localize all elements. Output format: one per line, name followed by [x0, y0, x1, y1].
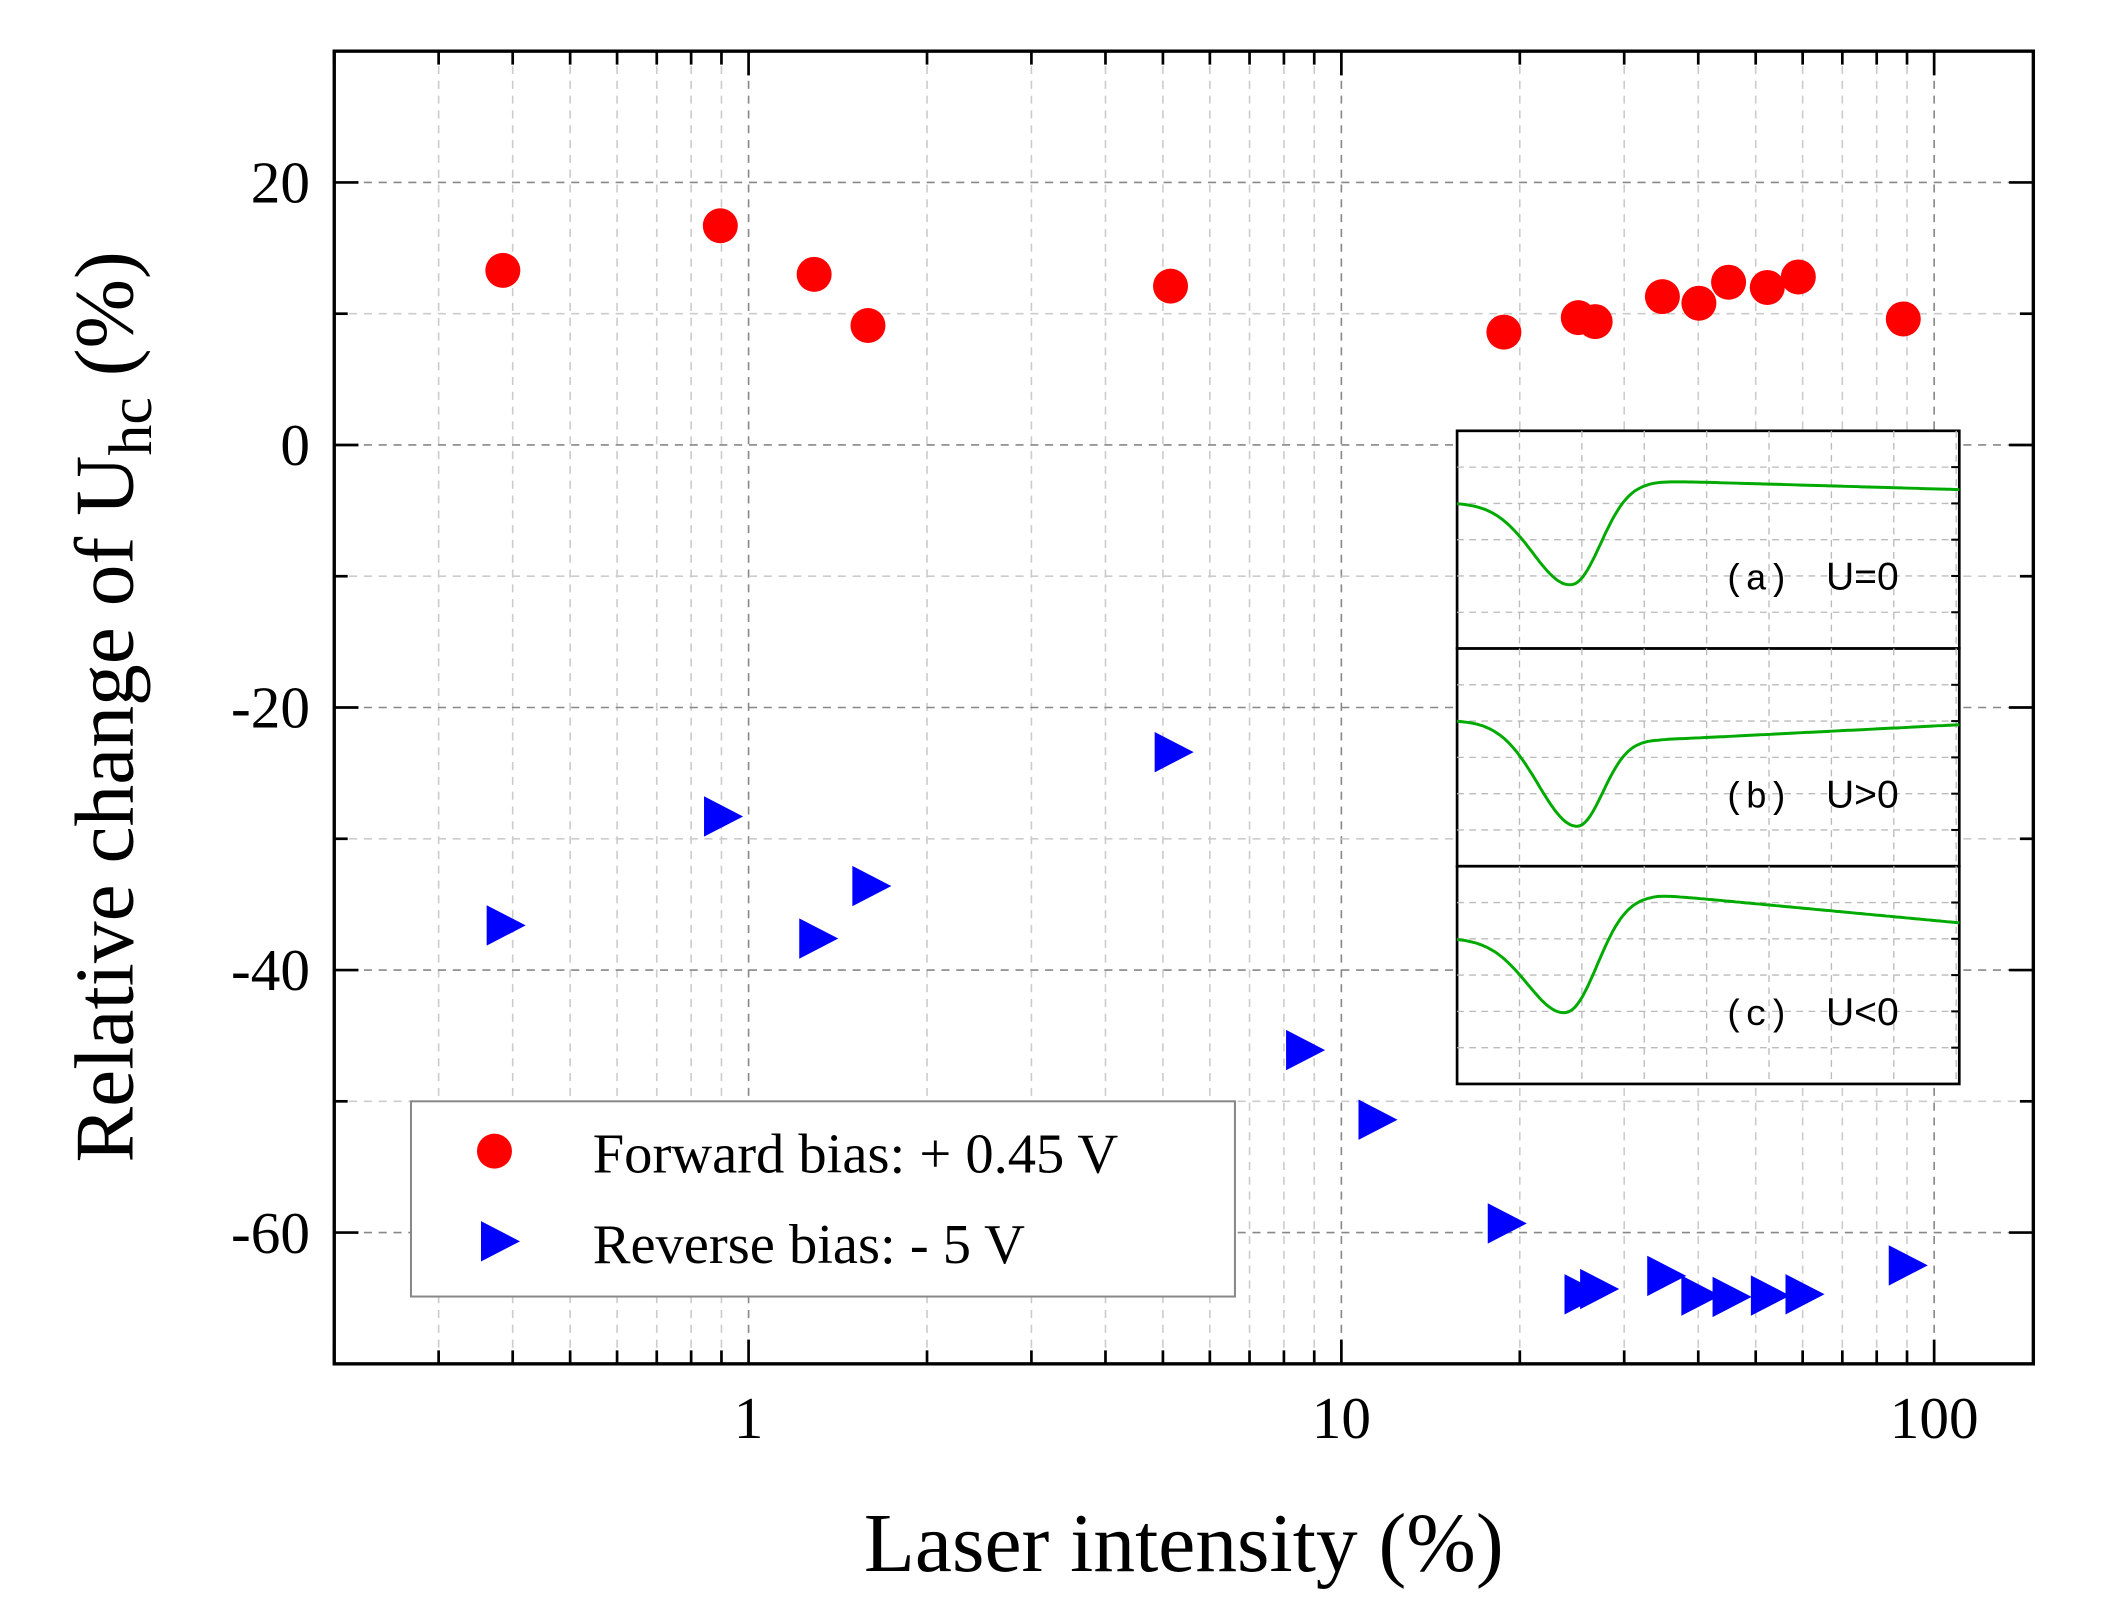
data-point-reverse	[1712, 1276, 1752, 1318]
y-tick-label: -60	[231, 1200, 310, 1266]
x-tick-label: 10	[1312, 1385, 1371, 1451]
data-point-forward	[1711, 264, 1747, 300]
inset-panel-tag: (c)	[1724, 995, 1789, 1036]
y-tick-label: 20	[251, 150, 310, 216]
inset-curve	[1456, 894, 1960, 1015]
data-point-forward	[1153, 268, 1189, 304]
inset-panel-label: U>0	[1826, 773, 1899, 816]
legend-box	[409, 1100, 1236, 1298]
x-axis-label: Laser intensity (%)	[864, 1498, 1504, 1590]
x-tick-label: 1	[734, 1385, 764, 1451]
legend-label-reverse: Reverse bias: - 5 V	[593, 1214, 1025, 1276]
data-point-reverse	[1286, 1029, 1326, 1071]
legend-marker-reverse	[480, 1221, 521, 1262]
data-point-reverse	[486, 905, 526, 946]
tick-labels: 1 10 100 20 0 -20 -40 -60	[231, 150, 1979, 1451]
data-marks	[485, 208, 1928, 1318]
axis-ticks	[332, 51, 2034, 1364]
inset-panel-a: (a) U=0	[1455, 429, 1961, 650]
inset-curve	[1456, 480, 1960, 587]
data-point-forward	[796, 256, 832, 292]
data-point-forward	[1681, 285, 1717, 321]
data-point-reverse	[1154, 731, 1194, 773]
x-tick-label: 100	[1890, 1385, 1979, 1451]
inset-panels: (a) U=0 (b) U>0 (c) U<0	[1455, 429, 1961, 1086]
inset-panel-label: U=0	[1826, 556, 1899, 599]
data-point-forward	[702, 208, 738, 244]
y-tick-label: -20	[231, 675, 310, 741]
data-point-forward	[485, 252, 521, 288]
inset-panel-c: (c) U<0	[1455, 864, 1961, 1086]
inset-curve	[1456, 719, 1960, 828]
legend: Forward bias: + 0.45 V Reverse bias: - 5…	[409, 1100, 1236, 1298]
legend-label-forward: Forward bias: + 0.45 V	[593, 1124, 1119, 1186]
legend-marker-forward	[476, 1133, 512, 1169]
data-point-reverse	[1750, 1275, 1790, 1316]
inset-panel-tag: (b)	[1724, 777, 1789, 818]
y-axis-label-suffix: (%)	[59, 251, 151, 397]
data-point-reverse	[1580, 1268, 1620, 1310]
data-point-reverse	[1647, 1255, 1687, 1297]
data-point-forward	[850, 308, 886, 344]
data-point-reverse	[704, 796, 744, 837]
inset-panel-label: U<0	[1826, 991, 1899, 1034]
data-point-forward	[1486, 314, 1522, 350]
y-tick-label: -40	[231, 937, 310, 1003]
data-point-reverse	[1888, 1245, 1928, 1286]
data-point-reverse	[1785, 1274, 1825, 1315]
data-point-reverse	[799, 918, 839, 959]
data-point-forward	[1749, 269, 1785, 305]
data-point-reverse	[852, 865, 892, 907]
plot-frame	[332, 49, 2036, 1366]
inset-panel-b: (b) U>0	[1455, 647, 1961, 868]
y-axis-label-main: Relative change of U	[59, 456, 151, 1163]
inset-panel-tag: (a)	[1724, 560, 1789, 601]
data-point-forward	[1780, 259, 1816, 295]
data-point-forward	[1885, 301, 1921, 337]
y-axis-label: Relative change of Uhc (%)	[59, 251, 165, 1162]
y-axis-label-subscript: hc	[97, 397, 165, 455]
data-point-forward	[1644, 279, 1680, 315]
data-point-reverse	[1358, 1099, 1398, 1140]
data-point-reverse	[1487, 1203, 1527, 1244]
data-point-forward	[1577, 304, 1613, 340]
data-point-reverse	[1681, 1275, 1721, 1316]
y-tick-label: 0	[280, 412, 310, 478]
